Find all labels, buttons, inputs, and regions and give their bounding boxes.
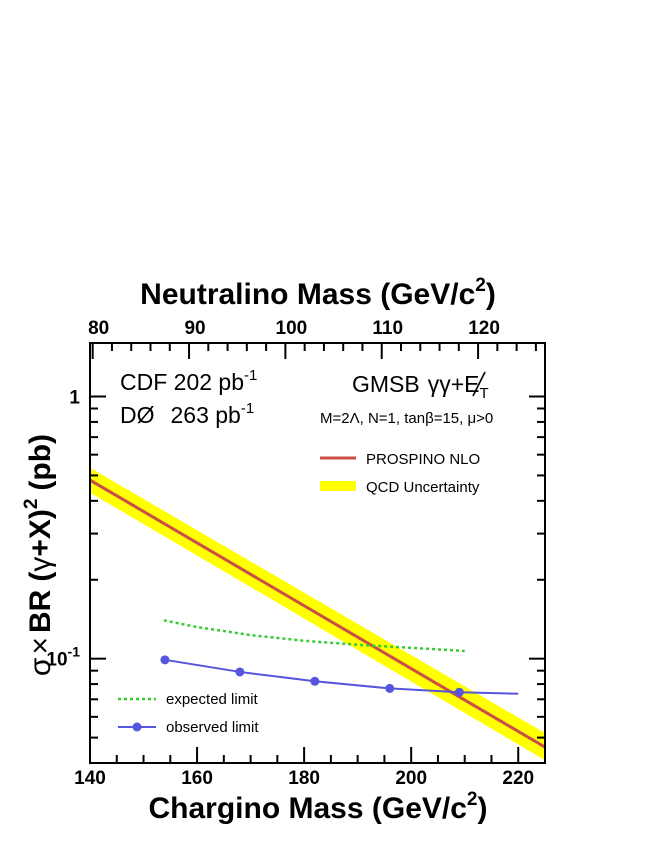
legend-marker-observed xyxy=(132,722,142,732)
expected-limit-line xyxy=(163,619,465,653)
top-tick-label: 100 xyxy=(276,318,308,339)
top-tick-label: 80 xyxy=(88,318,109,339)
legend-label-qcd: QCD Uncertainty xyxy=(366,479,480,496)
observed-limit-point xyxy=(385,683,395,693)
cdf-luminosity-label: CDF 202 pb-1 xyxy=(120,367,257,395)
prospino-nlo-line xyxy=(90,478,545,749)
y-axis-title: σ×BR(γ+X)2(pb) xyxy=(21,434,57,676)
legend-label-prospino: PROSPINO NLO xyxy=(366,451,480,468)
x-tick-label: 220 xyxy=(502,768,534,789)
observed-limit-point xyxy=(235,667,245,677)
observed-limit-point xyxy=(160,655,170,665)
y-tick-label: 1 xyxy=(69,388,80,409)
top-tick-label: 90 xyxy=(184,318,205,339)
x-tick-label: 200 xyxy=(395,768,427,789)
y-tick-label: 10-1 xyxy=(46,644,80,671)
plot-area xyxy=(90,467,545,761)
axis-tick-labels: 140 160 180 200 220 80 90 100 110 120 1 10-1 xyxy=(46,318,534,789)
top-axis-title: Neutralino Mass (GeV/c2) xyxy=(140,275,496,311)
x-tick-label: 140 xyxy=(74,768,106,789)
x-axis-title: Chargino Mass (GeV/c2) xyxy=(149,789,488,825)
legend-label-expected: expected limit xyxy=(166,691,259,708)
d0-luminosity-label: DØ 263 pb-1 xyxy=(120,400,254,428)
top-tick-label: 110 xyxy=(372,318,403,339)
legend-label-observed: observed limit xyxy=(166,719,259,736)
gmsb-signal-label: GMSB γγ+ET xyxy=(352,371,489,402)
x-tick-label: 160 xyxy=(181,768,213,789)
legend-swatch-qcd xyxy=(320,481,356,491)
observed-limit-point xyxy=(454,687,464,697)
plot-frame xyxy=(89,342,546,764)
observed-limit-line xyxy=(164,658,519,695)
axis-ticks xyxy=(89,343,546,764)
model-parameters: M=2Λ, N=1, tanβ=15, μ>0 xyxy=(320,410,493,427)
x-tick-label: 180 xyxy=(288,768,320,789)
met-slash-mark xyxy=(472,371,486,397)
observed-limit-point xyxy=(310,676,320,686)
top-tick-label: 120 xyxy=(468,318,500,339)
